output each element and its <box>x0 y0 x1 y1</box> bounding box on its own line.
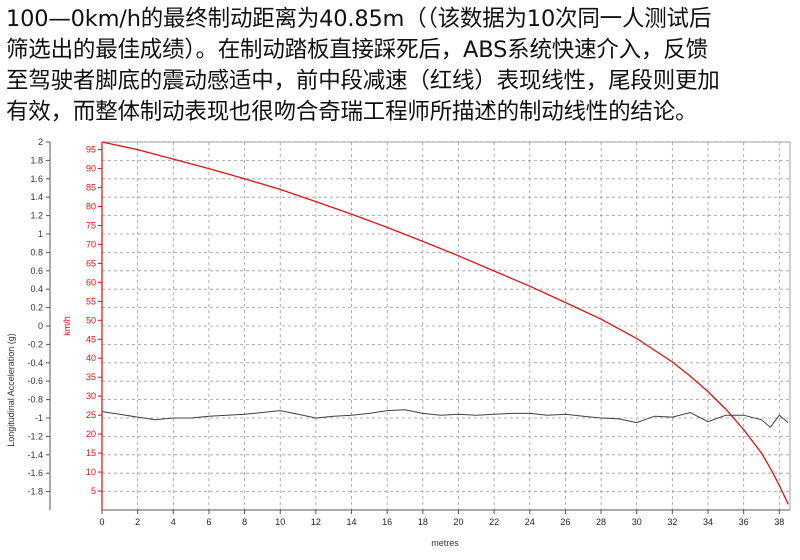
left-tick-label: -1.6 <box>27 468 43 478</box>
speed-tick-label: 30 <box>86 391 96 401</box>
left-tick-label: 0.2 <box>30 303 43 313</box>
left-tick-label: 0.4 <box>30 284 43 294</box>
x-tick-label: 10 <box>275 517 285 527</box>
x-tick-label: 14 <box>347 517 357 527</box>
left-tick-label: 0 <box>38 321 43 331</box>
speed-tick-label: 10 <box>86 467 96 477</box>
x-tick-label: 2 <box>135 517 140 527</box>
x-tick-label: 0 <box>99 517 104 527</box>
left-tick-label: -1 <box>35 413 43 423</box>
speed-tick-label: 75 <box>86 220 96 230</box>
x-tick-label: 32 <box>667 517 677 527</box>
left-tick-label: -1.8 <box>27 487 43 497</box>
speed-axis-title: km/h <box>62 316 72 336</box>
caption-line: 筛选出的最佳成绩）。在制动踏板直接踩死后，ABS系统快速介入，反馈 <box>6 37 708 63</box>
speed-tick-label: 90 <box>86 164 96 174</box>
x-tick-label: 8 <box>242 517 247 527</box>
speed-tick-label: 95 <box>86 145 96 155</box>
left-axis-title: Longitudinal Acceleration (g) <box>6 333 16 447</box>
left-tick-label: 1.2 <box>30 211 43 221</box>
x-tick-label: 4 <box>171 517 176 527</box>
speed-series-line <box>101 141 789 505</box>
x-tick-label: 28 <box>596 517 606 527</box>
x-tick-label: 26 <box>560 517 570 527</box>
series <box>101 141 789 505</box>
braking-chart: 2 1.8 1.6 1.4 1.2 1 0.8 0.6 0.4 0.2 0 -0.2 -0.4 -0.6 -… <box>6 137 791 548</box>
speed-tick-label: 25 <box>86 410 96 420</box>
caption: 100—0km/h的最终制动距离为40.85m（（该数据为10次同一人测试后 筛… <box>6 4 796 128</box>
x-tick-label: 6 <box>206 517 211 527</box>
x-tick-label: 24 <box>525 517 535 527</box>
x-tick-label: 12 <box>311 517 321 527</box>
speed-tick-label: 35 <box>86 372 96 382</box>
x-tick-label: 18 <box>418 517 428 527</box>
grid <box>101 141 790 510</box>
speed-tick-label: 50 <box>86 315 96 325</box>
x-tick-label: 38 <box>774 517 784 527</box>
x-tick-label: 34 <box>703 517 713 527</box>
speed-tick-label: 20 <box>86 429 96 439</box>
left-tick-label: 1.6 <box>30 174 43 184</box>
x-tick-label: 22 <box>489 517 499 527</box>
speed-tick-label: 85 <box>86 183 96 193</box>
x-tick-label: 30 <box>632 517 642 527</box>
x-axis-title: metres <box>431 538 459 548</box>
left-tick-label: 1.8 <box>30 155 43 165</box>
speed-axis-ticks: 95 90 85 80 75 70 65 60 55 50 45 40 35 30 25 20 15 10 5 <box>86 145 102 496</box>
left-tick-label: -0.8 <box>27 395 43 405</box>
speed-tick-label: 65 <box>86 258 96 268</box>
x-tick-label: 20 <box>453 517 463 527</box>
speed-tick-label: 5 <box>91 486 96 496</box>
caption-line: 有效，而整体制动表现也很吻合奇瑞工程师所描述的制动线性的结论。 <box>6 99 698 125</box>
speed-tick-label: 45 <box>86 334 96 344</box>
x-tick-label: 36 <box>739 517 749 527</box>
caption-line: 至驾驶者脚底的震动感适中，前中段减速（红线）表现线性，尾段则更加 <box>6 68 720 94</box>
caption-line: 100—0km/h的最终制动距离为40.85m（（该数据为10次同一人测试后 <box>6 6 712 32</box>
speed-tick-label: 70 <box>86 239 96 249</box>
left-tick-label: 0.8 <box>30 247 43 257</box>
acceleration-series-line <box>101 409 789 428</box>
left-tick-label: -0.6 <box>27 376 43 386</box>
speed-tick-label: 80 <box>86 201 96 211</box>
left-tick-label: -0.4 <box>27 358 43 368</box>
speed-tick-label: 55 <box>86 296 96 306</box>
left-tick-label: -1.2 <box>27 431 43 441</box>
left-axis-ticks: 2 1.8 1.6 1.4 1.2 1 0.8 0.6 0.4 0.2 0 -0.2 -0.4 -0.6 -… <box>27 137 50 497</box>
x-tick-label: 16 <box>382 517 392 527</box>
speed-tick-label: 40 <box>86 353 96 363</box>
left-tick-label: -1.4 <box>27 450 43 460</box>
speed-tick-label: 15 <box>86 448 96 458</box>
left-tick-label: 0.6 <box>30 266 43 276</box>
left-tick-label: -0.2 <box>27 339 43 349</box>
left-tick-label: 1.4 <box>30 192 43 202</box>
left-tick-label: 2 <box>38 137 43 147</box>
x-axis-ticks: 0 2 4 6 8 10 12 14 16 18 20 22 24 26 28 30 32 34 36 38 <box>99 510 784 527</box>
speed-tick-label: 60 <box>86 277 96 287</box>
left-tick-label: 1 <box>38 229 43 239</box>
